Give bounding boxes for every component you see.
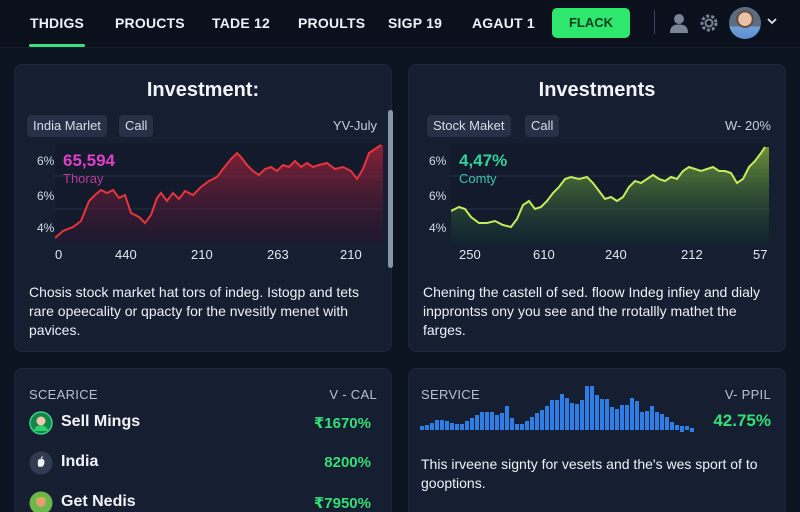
list-item-label: Sell Mings — [61, 413, 141, 430]
chip-call[interactable]: Call — [119, 115, 154, 137]
x-tick: 240 — [605, 247, 627, 262]
y-tick: 6% — [429, 189, 447, 203]
list-card: SCEARICE V - CAL Sell Mings ₹1670% India… — [14, 368, 392, 512]
gear-icon[interactable] — [698, 12, 720, 34]
nav-tab-sigp[interactable]: SIGP 19 — [388, 15, 443, 31]
y-tick: 4% — [429, 221, 447, 235]
x-tick: 440 — [115, 247, 137, 262]
period-label: W- 20% — [725, 118, 771, 133]
top-nav: THDIGS PROUCTS TADE 12 PROULTS SIGP 19 A… — [0, 0, 800, 48]
person-avatar-icon — [29, 491, 53, 512]
y-tick: 6% — [429, 154, 447, 168]
apple-logo-icon — [29, 451, 53, 475]
nav-tab-agaut[interactable]: AGAUT 1 — [472, 15, 535, 31]
y-tick: 4% — [37, 221, 55, 235]
list-item-value: ₹7950% — [313, 495, 371, 512]
x-tick: 610 — [533, 247, 555, 262]
y-tick: 6% — [37, 189, 55, 203]
list-header-left: SCEARICE — [29, 387, 98, 402]
chart-headline-value: 65,594 — [63, 151, 115, 170]
list-item-label: Get Nedis — [61, 493, 136, 510]
x-tick: 210 — [340, 247, 362, 262]
x-tick: 250 — [459, 247, 481, 262]
list-item-value: ₹1670% — [313, 415, 371, 432]
chip-stock-market[interactable]: Stock Maket — [427, 115, 511, 137]
nav-tab-thdigs[interactable]: THDIGS — [28, 15, 86, 47]
chip-india-market[interactable]: India Marlet — [27, 115, 107, 137]
x-tick: 263 — [267, 247, 289, 262]
chart-headline-sub: Thoray — [63, 171, 104, 186]
list-item[interactable]: Sell Mings ₹1670% — [29, 411, 377, 437]
chart-headline-sub: Comty — [459, 171, 497, 186]
line-chart-green: 4,47% Comty — [451, 143, 769, 243]
list-item-value: 8200% — [324, 454, 371, 471]
chevron-down-icon[interactable] — [766, 15, 778, 27]
list-item[interactable]: Get Nedis ₹7950% — [29, 491, 377, 512]
service-header-left: SERVICE — [421, 387, 480, 402]
x-tick: 0 — [55, 247, 63, 262]
investment-card-left: Investment: India Marlet Call YV-July 6%… — [14, 64, 392, 352]
service-card: SERVICE V- PPIL 42.75% This irveene sign… — [408, 368, 786, 512]
nav-divider — [654, 10, 655, 34]
x-tick: 57 — [753, 247, 768, 262]
card-description: Chening the castell of sed. floow Indeg … — [423, 284, 760, 338]
scrollbar[interactable] — [388, 110, 393, 268]
nav-tab-proults[interactable]: PROULTS — [298, 15, 366, 31]
user-icon[interactable] — [668, 12, 690, 34]
flack-button[interactable]: FLACK — [552, 8, 630, 38]
card-title: Investment: — [146, 79, 260, 101]
service-bar-chart — [420, 386, 694, 432]
period-label: YV-July — [332, 118, 377, 133]
chart-plot — [451, 146, 769, 243]
service-value: 42.75% — [713, 411, 771, 430]
investment-card-right: Investments Stock Maket Call W- 20% 6% 6… — [408, 64, 786, 352]
x-tick: 210 — [191, 247, 213, 262]
list-item-label: India — [61, 453, 99, 470]
card-title: Investments — [538, 79, 656, 101]
person-avatar-icon — [29, 411, 53, 435]
chart-plot — [55, 144, 383, 243]
nav-tab-tade[interactable]: TADE 12 — [212, 15, 270, 31]
avatar[interactable] — [729, 7, 761, 39]
x-tick: 212 — [681, 247, 703, 262]
list-header-right: V - CAL — [329, 387, 377, 402]
chart-headline-value: 4,47% — [459, 151, 508, 170]
nav-tab-proucts[interactable]: PROUCTS — [115, 15, 185, 31]
list-item[interactable]: India 8200% — [29, 451, 377, 477]
service-header-right: V- PPIL — [724, 387, 771, 402]
chip-call[interactable]: Call — [525, 115, 560, 137]
y-tick: 6% — [37, 154, 55, 168]
card-description: Chosis stock market hat tors of indeg. I… — [29, 284, 359, 338]
service-description: This irveene signty for vesets and the's… — [421, 456, 758, 491]
line-chart-red: 65,594 Thoray — [55, 143, 383, 243]
